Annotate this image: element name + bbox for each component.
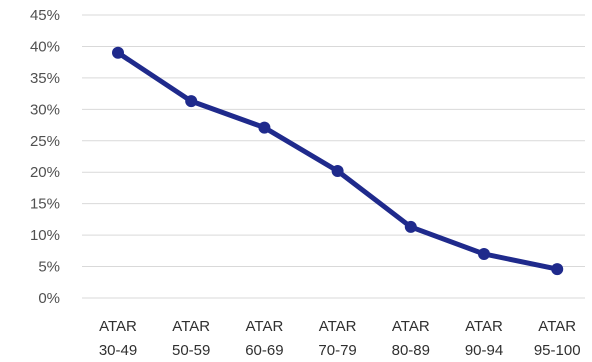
x-tick-label: ATAR 80-89 xyxy=(392,318,430,359)
data-point-7 xyxy=(551,263,564,276)
x-tick-label: ATAR 70-79 xyxy=(318,318,356,359)
data-point-5 xyxy=(404,220,417,233)
y-tick-label: 0% xyxy=(38,290,60,307)
y-axis-tick-labels: 0% 5% 10% 15% 20% 25% 30% 35% 40% 45% xyxy=(30,7,60,307)
y-tick-label: 30% xyxy=(30,101,60,118)
gridlines xyxy=(82,14,585,299)
x-axis-tick-labels: ATAR 30-49 ATAR 50-59 ATAR 60-69 ATAR 70-79 ATAR… xyxy=(99,318,581,359)
x-tick-label: ATAR 50-59 xyxy=(172,318,210,359)
y-tick-label: 25% xyxy=(30,133,60,150)
data-point-2 xyxy=(185,95,198,108)
y-tick-label: 35% xyxy=(30,70,60,87)
x-tick-label: ATAR 95-100 xyxy=(534,318,581,359)
data-point-3 xyxy=(258,121,271,134)
data-point-4 xyxy=(331,164,344,177)
y-tick-label: 20% xyxy=(30,164,60,181)
y-tick-label: 40% xyxy=(30,38,60,55)
data-point-6 xyxy=(478,247,490,260)
series-line xyxy=(115,50,560,272)
data-point-1 xyxy=(112,46,124,59)
y-tick-label: 45% xyxy=(30,7,60,24)
x-tick-label: ATAR 90-94 xyxy=(465,318,503,359)
y-tick-label: 15% xyxy=(30,196,60,213)
x-tick-label: ATAR 30-49 xyxy=(99,318,137,359)
series-layer xyxy=(112,46,564,276)
x-tick-label: ATAR 60-69 xyxy=(245,318,283,359)
y-tick-label: 5% xyxy=(38,259,60,276)
y-tick-label: 10% xyxy=(30,227,60,244)
